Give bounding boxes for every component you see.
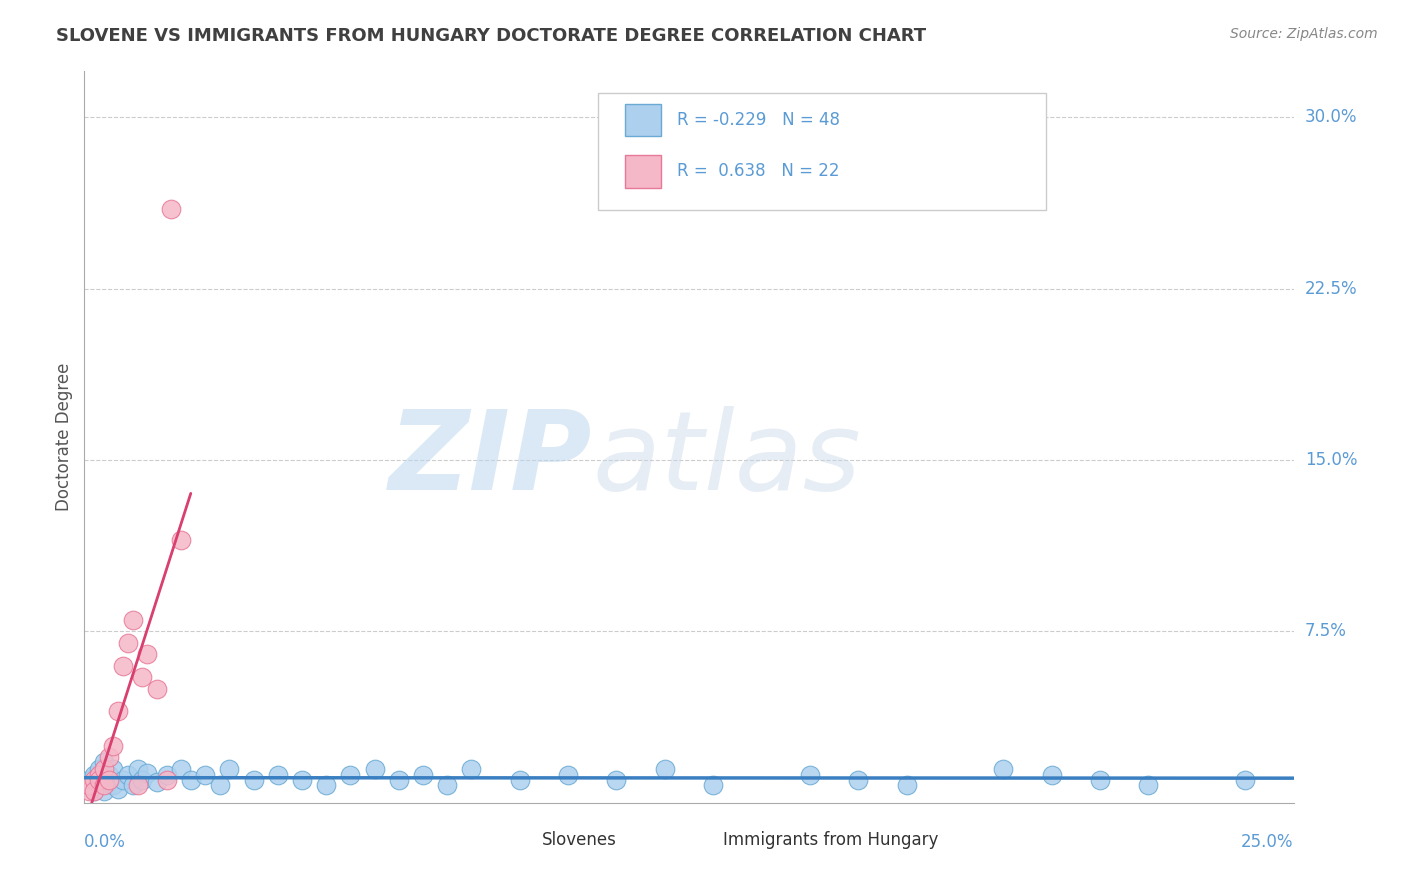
Point bbox=[267, 768, 290, 782]
Point bbox=[87, 768, 110, 782]
Point bbox=[194, 768, 217, 782]
Point bbox=[93, 784, 115, 798]
Point bbox=[136, 647, 159, 661]
Point bbox=[107, 705, 129, 719]
Point bbox=[436, 778, 458, 792]
Point bbox=[557, 768, 579, 782]
Text: 15.0%: 15.0% bbox=[1305, 451, 1357, 469]
Point bbox=[97, 750, 120, 764]
Point bbox=[146, 681, 169, 696]
Point bbox=[93, 755, 115, 769]
Point bbox=[155, 772, 177, 787]
Point bbox=[131, 772, 153, 787]
Point bbox=[363, 762, 385, 776]
Point bbox=[136, 766, 159, 780]
Point bbox=[460, 762, 482, 776]
Point bbox=[315, 778, 337, 792]
Point bbox=[127, 762, 149, 776]
Point bbox=[93, 778, 115, 792]
FancyBboxPatch shape bbox=[599, 94, 1046, 211]
Point bbox=[117, 636, 139, 650]
Point bbox=[97, 772, 120, 787]
Text: Immigrants from Hungary: Immigrants from Hungary bbox=[723, 831, 938, 849]
Point bbox=[1088, 772, 1111, 787]
Text: atlas: atlas bbox=[592, 406, 860, 513]
Point bbox=[799, 768, 821, 782]
Text: R =  0.638   N = 22: R = 0.638 N = 22 bbox=[676, 162, 839, 180]
Point bbox=[702, 778, 724, 792]
Point bbox=[146, 775, 169, 789]
Bar bbox=[624, 154, 661, 187]
Point bbox=[117, 768, 139, 782]
Point bbox=[155, 768, 177, 782]
Text: R = -0.229   N = 48: R = -0.229 N = 48 bbox=[676, 111, 839, 129]
Point bbox=[121, 613, 143, 627]
Bar bbox=[624, 103, 661, 136]
Point bbox=[112, 772, 135, 787]
Point bbox=[180, 772, 202, 787]
Point bbox=[112, 658, 135, 673]
Point bbox=[87, 772, 110, 787]
Point bbox=[103, 762, 125, 776]
Text: 0.0%: 0.0% bbox=[84, 833, 127, 851]
Point bbox=[87, 762, 110, 776]
Point bbox=[242, 772, 264, 787]
Bar bbox=[508, 830, 534, 850]
Point bbox=[339, 768, 361, 782]
Point bbox=[218, 762, 240, 776]
Point bbox=[1234, 772, 1257, 787]
Text: 25.0%: 25.0% bbox=[1241, 833, 1294, 851]
Point bbox=[97, 772, 120, 787]
Point bbox=[83, 768, 105, 782]
Point bbox=[107, 782, 129, 797]
Text: 7.5%: 7.5% bbox=[1305, 623, 1347, 640]
Point bbox=[83, 784, 105, 798]
Point bbox=[83, 772, 105, 787]
Text: 22.5%: 22.5% bbox=[1305, 279, 1357, 298]
Text: 30.0%: 30.0% bbox=[1305, 108, 1357, 126]
Point bbox=[97, 768, 120, 782]
Point bbox=[208, 778, 231, 792]
Point bbox=[77, 784, 100, 798]
Point bbox=[77, 772, 100, 787]
Point bbox=[605, 772, 627, 787]
Point bbox=[509, 772, 531, 787]
Point bbox=[127, 778, 149, 792]
Y-axis label: Doctorate Degree: Doctorate Degree bbox=[55, 363, 73, 511]
Point bbox=[896, 778, 918, 792]
Point bbox=[121, 778, 143, 792]
Point bbox=[1137, 778, 1160, 792]
Point bbox=[846, 772, 869, 787]
Point bbox=[83, 784, 105, 798]
Text: SLOVENE VS IMMIGRANTS FROM HUNGARY DOCTORATE DEGREE CORRELATION CHART: SLOVENE VS IMMIGRANTS FROM HUNGARY DOCTO… bbox=[56, 27, 927, 45]
Text: Source: ZipAtlas.com: Source: ZipAtlas.com bbox=[1230, 27, 1378, 41]
Point bbox=[170, 533, 193, 547]
Point bbox=[170, 762, 193, 776]
Point bbox=[131, 670, 153, 684]
Bar bbox=[689, 830, 716, 850]
Point bbox=[93, 762, 115, 776]
Text: Slovenes: Slovenes bbox=[541, 831, 616, 849]
Point bbox=[291, 772, 314, 787]
Point bbox=[103, 778, 125, 792]
Point bbox=[654, 762, 676, 776]
Text: ZIP: ZIP bbox=[388, 406, 592, 513]
Point bbox=[1040, 768, 1063, 782]
Point bbox=[160, 202, 183, 216]
Point bbox=[412, 768, 434, 782]
Point bbox=[87, 778, 110, 792]
Point bbox=[103, 739, 125, 753]
Point bbox=[993, 762, 1015, 776]
Point bbox=[77, 778, 100, 792]
Point bbox=[388, 772, 411, 787]
